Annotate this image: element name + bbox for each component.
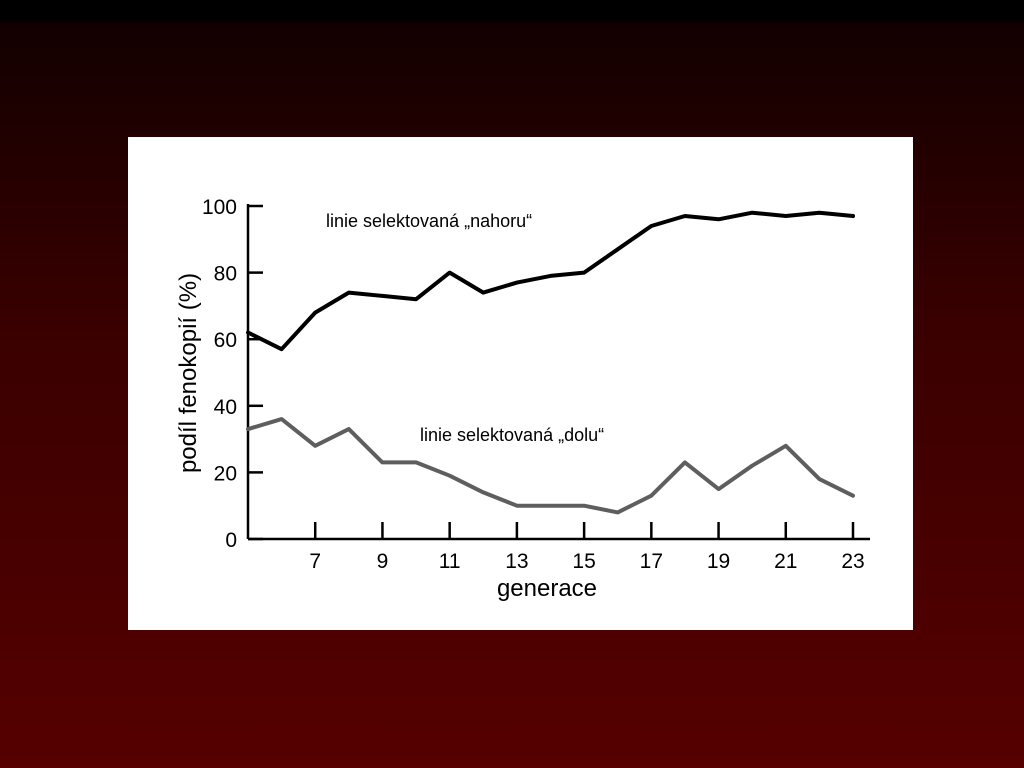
x-tick-label: 17 xyxy=(640,550,663,573)
chart-panel: 0 20 40 60 80 100 7 9 11 13 15 17 19 21 23 generace p… xyxy=(128,137,913,630)
x-tick-label: 19 xyxy=(707,550,730,573)
x-tick-label: 13 xyxy=(505,550,528,573)
y-tick-label: 100 xyxy=(202,196,237,219)
series-label-nahoru: linie selektovaná „nahoru“ xyxy=(326,211,532,231)
x-tick-label: 7 xyxy=(309,550,321,573)
x-axis-title: generace xyxy=(497,575,597,602)
y-tick-label: 0 xyxy=(225,529,237,552)
y-axis-title: podíl fenokopií (%) xyxy=(175,273,202,473)
y-tick-label: 20 xyxy=(214,462,237,485)
line-chart: 0 20 40 60 80 100 7 9 11 13 15 17 19 21 23 generace p… xyxy=(175,196,870,602)
y-tick-label: 40 xyxy=(214,396,237,419)
y-axis: 0 20 40 60 80 100 xyxy=(202,196,263,552)
x-tick-label: 9 xyxy=(377,550,389,573)
series-line-dolu xyxy=(246,417,855,515)
x-tick-label: 15 xyxy=(572,550,595,573)
x-tick-label: 21 xyxy=(774,550,797,573)
y-tick-label: 80 xyxy=(214,263,237,286)
series-label-dolu: linie selektovaná „dolu“ xyxy=(420,425,604,445)
y-tick-label: 60 xyxy=(214,329,237,352)
series-line-nahoru xyxy=(246,210,855,352)
x-tick-label: 11 xyxy=(439,550,461,573)
slide-top-bar xyxy=(0,0,1024,22)
x-tick-label: 23 xyxy=(841,550,864,573)
series-layer xyxy=(246,210,855,515)
x-axis: 7 9 11 13 15 17 19 21 23 xyxy=(248,522,870,573)
